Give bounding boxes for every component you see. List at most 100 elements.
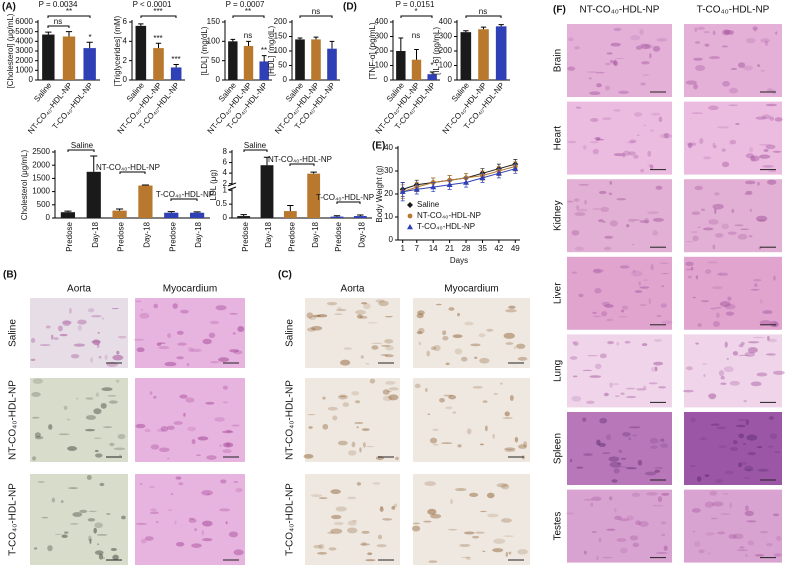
tissue-texture xyxy=(482,550,486,553)
tissue-texture xyxy=(454,487,467,492)
y-tick-label: 500 xyxy=(37,200,51,209)
tissue-texture xyxy=(574,46,580,50)
tissue-texture xyxy=(609,382,613,388)
y-axis-label: Body Weight (g) xyxy=(375,165,384,223)
tissue-texture xyxy=(567,37,574,42)
tissue-texture xyxy=(650,129,655,132)
tissue-texture xyxy=(630,35,640,41)
y-tick-label: 2500 xyxy=(32,147,50,156)
y-axis-label: [IL-6] (pg/mL) xyxy=(432,27,441,75)
bar xyxy=(295,39,305,80)
tissue-texture xyxy=(237,326,245,333)
tissue-texture xyxy=(718,370,725,377)
bar xyxy=(478,29,489,80)
tissue-texture xyxy=(766,543,773,547)
tissue-texture xyxy=(360,355,364,359)
tissue-texture xyxy=(742,443,747,445)
tissue-texture xyxy=(598,537,602,543)
annotation: *** xyxy=(171,55,180,64)
tissue-texture xyxy=(694,27,698,32)
tissue-texture xyxy=(347,450,357,456)
tissue-texture xyxy=(454,348,463,355)
tissue-texture xyxy=(66,418,71,421)
row-label: Spleen xyxy=(553,433,564,464)
tissue-texture xyxy=(367,322,378,324)
tissue-texture xyxy=(606,434,612,441)
tissue-texture xyxy=(571,271,577,274)
significance-bracket xyxy=(140,15,177,18)
tissue-texture xyxy=(710,307,717,310)
error-bar xyxy=(86,41,93,49)
tissue-texture xyxy=(654,466,663,470)
tissue-texture xyxy=(709,398,716,400)
tissue-texture xyxy=(158,345,170,350)
tissue-texture xyxy=(96,343,100,348)
tissue-texture xyxy=(685,80,697,85)
tissue-texture xyxy=(360,543,371,546)
significance-bracket xyxy=(170,198,198,201)
tissue-texture xyxy=(423,520,432,523)
tissue-texture xyxy=(327,406,338,411)
tissue-texture xyxy=(158,447,170,453)
y-tick-label: 6000 xyxy=(15,17,33,26)
tissue-texture xyxy=(617,466,628,468)
marker xyxy=(479,174,486,181)
tissue-texture xyxy=(727,296,732,301)
tissue-texture xyxy=(328,547,337,551)
histology-image xyxy=(567,101,672,175)
tissue-texture xyxy=(722,493,729,495)
error-bar xyxy=(357,214,364,217)
tissue-texture xyxy=(595,71,605,74)
tissue-texture xyxy=(594,288,602,294)
tissue-texture xyxy=(639,219,650,224)
tissue-texture xyxy=(452,334,463,339)
tissue-texture xyxy=(636,134,640,136)
tissue-texture xyxy=(111,307,119,310)
significance-bracket xyxy=(47,25,70,28)
tissue-texture xyxy=(746,520,757,523)
tissue-texture xyxy=(135,423,146,429)
error-bar xyxy=(463,30,469,33)
tissue-texture xyxy=(737,62,746,68)
tissue-texture xyxy=(775,31,778,35)
tissue-texture xyxy=(61,534,68,538)
significance-bracket xyxy=(465,15,502,18)
tissue-texture xyxy=(660,133,673,139)
tissue-texture xyxy=(729,502,732,508)
tissue-texture xyxy=(604,304,614,308)
bar xyxy=(259,61,269,80)
tissue-texture xyxy=(754,554,765,557)
tissue-texture xyxy=(108,400,118,404)
tissue-texture xyxy=(691,112,704,114)
tissue-texture xyxy=(110,547,117,551)
tissue-texture xyxy=(459,543,471,548)
y-axis-label: LDL (μg) xyxy=(209,169,218,200)
tissue-texture xyxy=(116,379,120,383)
tissue-texture xyxy=(73,343,86,347)
y-tick-label: 0 xyxy=(223,213,228,222)
tissue-texture xyxy=(418,327,425,334)
tissue-texture xyxy=(365,559,376,562)
tissue-texture xyxy=(41,517,49,519)
tissue-texture xyxy=(743,477,751,479)
tissue-texture xyxy=(90,315,102,318)
tissue-texture xyxy=(626,224,630,228)
tissue-texture xyxy=(743,399,747,403)
tissue-texture xyxy=(633,112,643,117)
tissue-texture xyxy=(661,285,665,287)
tissue-texture xyxy=(379,507,384,512)
tissue-texture xyxy=(499,382,503,385)
tissue-texture xyxy=(752,26,758,31)
tissue-texture xyxy=(85,415,96,420)
tissue-texture xyxy=(604,235,614,239)
tissue-texture xyxy=(754,29,757,32)
tissue-texture xyxy=(571,229,580,236)
y-axis-label: [Cholesterol] (μg/mL) xyxy=(6,13,15,88)
y-tick-label: 100 xyxy=(375,61,389,70)
tissue-texture xyxy=(609,220,619,227)
tissue-texture xyxy=(611,479,618,483)
tissue-texture xyxy=(155,521,159,523)
tissue-texture xyxy=(748,235,753,238)
tissue-texture xyxy=(136,347,145,353)
tissue-texture xyxy=(622,432,631,437)
